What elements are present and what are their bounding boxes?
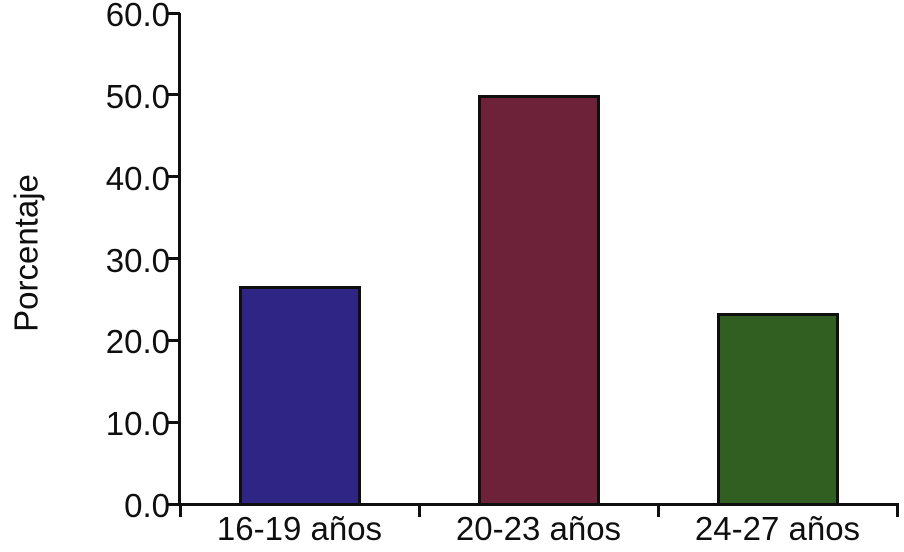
bar xyxy=(477,94,600,506)
y-tick-mark xyxy=(166,420,180,424)
y-tick-label: 20.0 xyxy=(105,323,170,361)
y-tick-label: 10.0 xyxy=(105,405,170,443)
y-tick-mark xyxy=(166,93,180,97)
y-tick-mark xyxy=(166,502,180,506)
y-tick-label: 30.0 xyxy=(105,241,170,279)
x-tick-label: 16-19 años xyxy=(216,510,383,547)
y-tick-label: 40.0 xyxy=(105,159,170,197)
x-tick-label: 24-27 años xyxy=(694,510,861,547)
x-tick-mark xyxy=(895,504,899,517)
x-tick-mark xyxy=(178,504,182,517)
y-tick-mark xyxy=(166,11,180,15)
x-tick-mark xyxy=(417,504,421,517)
x-tick-mark xyxy=(656,504,660,517)
y-tick-mark xyxy=(166,175,180,179)
y-axis-title: Porcentaje xyxy=(7,174,45,332)
y-tick-mark xyxy=(166,338,180,342)
bar xyxy=(238,285,361,506)
y-tick-label: 60.0 xyxy=(105,0,170,33)
y-tick-label: 0.0 xyxy=(124,487,170,524)
y-tick-label: 50.0 xyxy=(105,77,170,115)
y-tick-mark xyxy=(166,257,180,260)
x-tick-label: 20-23 años xyxy=(455,510,622,547)
bar xyxy=(716,313,839,506)
